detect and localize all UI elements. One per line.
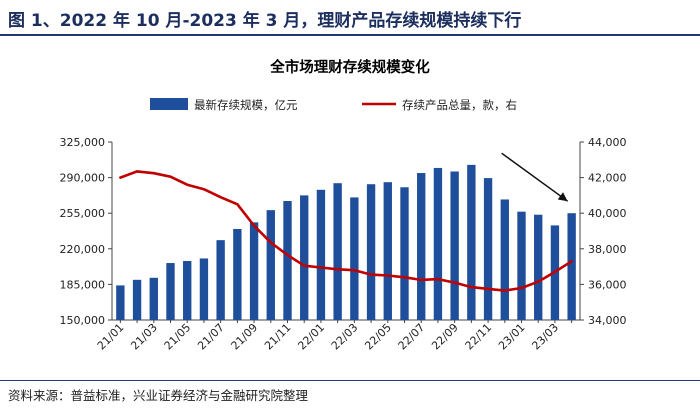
left-tick-label: 185,000: [60, 278, 106, 291]
chart-title: 全市场理财存续规模变化: [269, 58, 430, 76]
bar: [216, 240, 225, 320]
left-tick-label: 325,000: [60, 136, 106, 149]
bar: [383, 182, 392, 320]
source-divider: [0, 380, 700, 381]
bar: [116, 285, 125, 320]
bar: [417, 173, 426, 320]
left-tick-label: 150,000: [60, 314, 106, 327]
bar: [300, 195, 309, 320]
legend-line-label: 存续产品总量，款，右: [402, 98, 517, 112]
right-tick-label: 44,000: [588, 136, 627, 149]
bar: [467, 164, 476, 320]
chart: 全市场理财存续规模变化 最新存续规模，亿元 存续产品总量，款，右 150,000…: [60, 58, 627, 353]
legend-bar-label: 最新存续规模，亿元: [194, 98, 298, 112]
bar: [400, 187, 409, 320]
title-divider: [0, 34, 700, 36]
left-tick-label: 220,000: [60, 243, 106, 256]
right-tick-label: 36,000: [588, 278, 627, 291]
bar: [350, 197, 359, 320]
x-tick-label: 21/03: [128, 321, 160, 353]
right-tick-label: 42,000: [588, 172, 627, 185]
x-tick-label: 22/03: [329, 321, 361, 353]
x-tick-label: 22/05: [362, 321, 394, 353]
bar: [517, 211, 526, 320]
bar: [249, 222, 259, 320]
bar: [567, 213, 576, 320]
x-tick-label: 22/07: [396, 321, 428, 353]
source-note: 资料来源：普益标准，兴业证券经济与金融研究院整理: [8, 388, 309, 403]
annotation: [501, 152, 569, 202]
bar-series: [116, 164, 576, 320]
right-tick-label: 38,000: [588, 243, 627, 256]
x-tick-label: 21/09: [229, 321, 261, 353]
x-tick-label: 23/01: [496, 321, 528, 353]
bar: [149, 277, 158, 320]
bar: [450, 171, 459, 320]
bar: [199, 258, 209, 320]
legend-bar-swatch: [150, 98, 188, 110]
right-tick-label: 40,000: [588, 207, 627, 220]
bar: [166, 263, 175, 320]
bar: [266, 210, 275, 320]
right-tick-label: 34,000: [588, 314, 627, 327]
line-series: [119, 170, 573, 292]
x-tick-label: 21/07: [195, 321, 227, 353]
x-tick-label: 22/09: [429, 321, 461, 353]
x-tick-label: 22/01: [295, 321, 327, 353]
arrow-head: [557, 192, 568, 202]
bar: [132, 279, 142, 320]
left-tick-label: 255,000: [60, 207, 106, 220]
bar: [366, 184, 376, 320]
bar: [433, 167, 443, 320]
figure-title: 图 1、2022 年 10 月-2023 年 3 月，理财产品存续规模持续下行: [8, 11, 522, 31]
bar: [183, 261, 192, 320]
bar: [534, 214, 543, 320]
x-tick-label: 21/05: [162, 321, 194, 353]
bar: [500, 199, 509, 320]
x-tick-label: 23/03: [529, 321, 561, 353]
x-tick-label: 22/11: [463, 321, 495, 353]
series-line: [119, 170, 573, 292]
left-tick-label: 290,000: [60, 172, 106, 185]
arrow-shaft: [501, 152, 569, 202]
x-tick-label: 21/11: [262, 321, 294, 353]
bar: [316, 189, 326, 320]
bar: [283, 200, 292, 320]
bar: [233, 228, 242, 320]
bar: [483, 178, 493, 320]
bar: [333, 183, 342, 320]
